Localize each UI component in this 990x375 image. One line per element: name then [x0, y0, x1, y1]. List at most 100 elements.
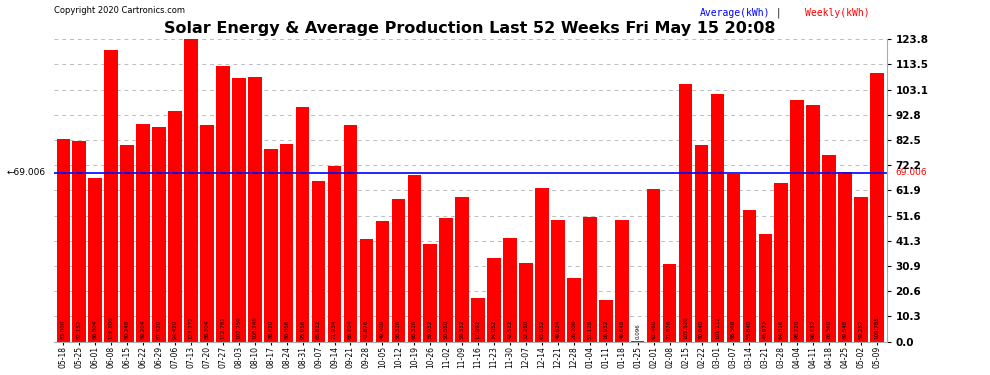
Text: 69.006: 69.006 — [895, 168, 927, 177]
Text: 49.400: 49.400 — [380, 320, 385, 339]
Text: 94.420: 94.420 — [172, 320, 177, 339]
Bar — [216, 66, 230, 342]
Text: 76.360: 76.360 — [827, 320, 832, 339]
Text: 95.956: 95.956 — [300, 320, 305, 339]
Bar — [503, 238, 517, 342]
Bar — [152, 128, 165, 342]
Text: 87.620: 87.620 — [156, 320, 161, 339]
Bar — [519, 263, 533, 342]
Text: 50.550: 50.550 — [444, 320, 448, 339]
Text: 123.772: 123.772 — [188, 316, 193, 339]
Bar — [280, 144, 293, 342]
Text: |: | — [774, 8, 784, 18]
Text: 78.620: 78.620 — [268, 320, 273, 339]
Text: 62.460: 62.460 — [651, 320, 656, 339]
Text: 63.032: 63.032 — [540, 320, 545, 339]
Text: 43.972: 43.972 — [763, 320, 768, 339]
Bar — [296, 107, 310, 342]
Text: 59.252: 59.252 — [858, 320, 863, 339]
Bar — [487, 258, 501, 342]
Bar — [328, 166, 342, 342]
Text: 80.856: 80.856 — [284, 320, 289, 339]
Text: 68.316: 68.316 — [412, 320, 417, 339]
Bar — [121, 146, 134, 342]
Text: 66.804: 66.804 — [93, 320, 98, 339]
Text: 32.280: 32.280 — [524, 320, 529, 339]
Bar — [344, 125, 357, 342]
Bar — [72, 141, 86, 342]
Text: 112.781: 112.781 — [221, 316, 226, 339]
Text: 51.128: 51.128 — [587, 320, 592, 339]
Text: 68.568: 68.568 — [731, 320, 736, 339]
Text: 71.934: 71.934 — [332, 320, 337, 339]
Bar — [854, 197, 868, 342]
Text: 65.812: 65.812 — [316, 320, 321, 339]
Bar — [232, 78, 246, 342]
Text: 34.052: 34.052 — [492, 320, 497, 339]
Text: 17.992: 17.992 — [475, 320, 480, 339]
Bar — [583, 217, 597, 342]
Bar — [375, 221, 389, 342]
Bar — [870, 73, 884, 342]
Bar — [440, 218, 453, 342]
Bar — [679, 84, 692, 342]
Text: 49.648: 49.648 — [619, 320, 625, 339]
Text: 101.112: 101.112 — [715, 316, 720, 339]
Text: 88.704: 88.704 — [348, 320, 353, 339]
Text: 119.300: 119.300 — [109, 316, 114, 339]
Text: 16.932: 16.932 — [603, 320, 608, 339]
Text: 39.932: 39.932 — [428, 320, 433, 339]
Text: 69.548: 69.548 — [842, 320, 847, 339]
Text: 82.152: 82.152 — [77, 320, 82, 339]
Bar — [359, 239, 373, 342]
Bar — [536, 188, 548, 342]
Text: 80.248: 80.248 — [125, 320, 130, 339]
Bar — [264, 150, 277, 342]
Bar — [567, 278, 581, 342]
Text: 64.816: 64.816 — [779, 320, 784, 339]
Text: 96.632: 96.632 — [811, 320, 816, 339]
Bar — [408, 175, 421, 342]
Bar — [56, 139, 70, 342]
Bar — [790, 100, 804, 342]
Text: ←69.006: ←69.006 — [6, 168, 46, 177]
Text: 105.520: 105.520 — [683, 316, 688, 339]
Text: 80.640: 80.640 — [699, 320, 704, 339]
Text: 88.704: 88.704 — [204, 320, 210, 339]
Bar — [455, 196, 469, 342]
Text: Average(kWh): Average(kWh) — [700, 8, 770, 18]
Bar — [471, 298, 485, 342]
Bar — [312, 181, 326, 342]
Text: Weekly(kWh): Weekly(kWh) — [805, 8, 870, 18]
Bar — [88, 178, 102, 342]
Bar — [807, 105, 820, 342]
Bar — [727, 174, 741, 342]
Bar — [104, 50, 118, 342]
Bar — [711, 94, 725, 342]
Text: 58.316: 58.316 — [396, 320, 401, 339]
Bar — [248, 77, 261, 342]
Bar — [137, 124, 149, 342]
Text: 89.204: 89.204 — [141, 320, 146, 339]
Text: 49.624: 49.624 — [555, 320, 560, 339]
Text: Copyright 2020 Cartronics.com: Copyright 2020 Cartronics.com — [53, 6, 185, 15]
Bar — [424, 244, 437, 342]
Bar — [695, 144, 708, 342]
Title: Solar Energy & Average Production Last 52 Weeks Fri May 15 20:08: Solar Energy & Average Production Last 5… — [164, 21, 776, 36]
Text: 59.332: 59.332 — [459, 320, 464, 339]
Bar — [551, 220, 564, 342]
Bar — [758, 234, 772, 342]
Text: 42.512: 42.512 — [508, 320, 513, 339]
Bar — [646, 189, 660, 342]
Bar — [392, 199, 405, 342]
Text: 83.000: 83.000 — [60, 320, 65, 339]
Bar — [742, 210, 756, 342]
Bar — [823, 155, 836, 342]
Text: 26.208: 26.208 — [571, 320, 576, 339]
Text: 109.788: 109.788 — [874, 316, 879, 339]
Text: 53.840: 53.840 — [746, 320, 751, 339]
Text: 31.676: 31.676 — [667, 320, 672, 339]
Text: 98.720: 98.720 — [795, 320, 800, 339]
Bar — [663, 264, 676, 342]
Bar — [599, 300, 613, 342]
